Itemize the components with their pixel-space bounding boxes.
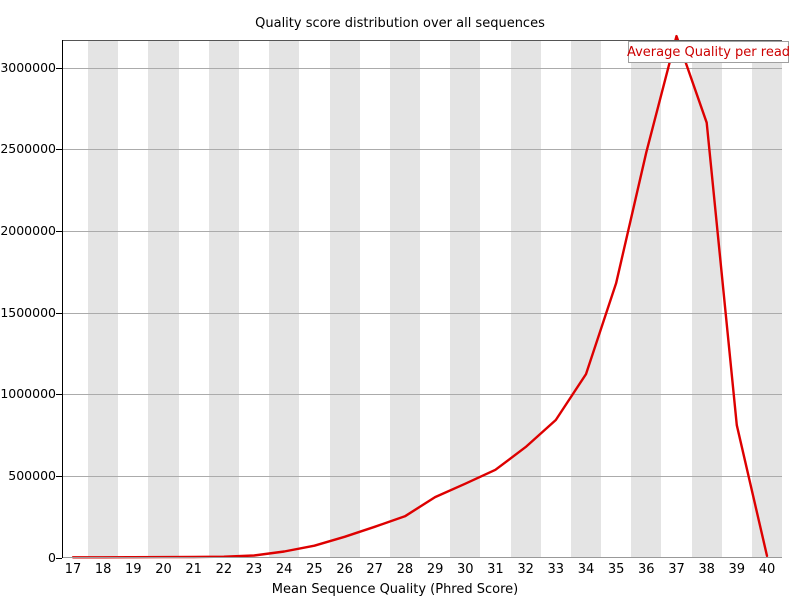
x-axis-tick-label: 39 [728,562,746,577]
x-axis-title: Mean Sequence Quality (Phred Score) [271,582,519,597]
x-axis-tick-label: 17 [64,562,82,577]
x-axis-tick-label: 35 [607,562,625,577]
x-axis-tick-label: 20 [155,562,172,577]
y-axis-tick-label: 1500000 [0,304,56,320]
plot-border-top [62,40,782,41]
y-axis-tick [56,475,62,477]
y-axis-tick [56,312,62,314]
background-band [450,40,481,558]
y-axis-tick-label: 500000 [8,467,56,483]
gridline [62,230,782,232]
quality-line [71,34,769,559]
x-axis-tick-label: 22 [215,562,233,577]
x-axis-tick-label: 32 [517,562,534,577]
x-axis-tick-label: 27 [366,562,383,577]
y-axis-tick-label: 2500000 [0,141,56,157]
y-axis-line [62,40,63,558]
background-band [208,40,239,558]
x-axis-tick-label: 23 [245,562,263,577]
x-axis-tick-label: 34 [577,562,595,577]
gridline [62,475,782,477]
x-axis-tick-label: 30 [457,562,474,577]
x-axis-tick-label: 26 [336,562,353,577]
x-axis-line [62,557,782,558]
background-band [329,40,360,558]
background-band [631,40,662,558]
y-axis-tick-label: 1000000 [0,386,56,402]
chart-title: Quality score distribution over all sequ… [255,16,545,31]
y-axis-tick-label: 0 [48,549,56,565]
gridline [62,149,782,151]
x-axis-tick-label: 19 [125,562,142,577]
gridline [62,67,782,69]
y-axis-tick [56,149,62,151]
x-axis-tick-label: 36 [638,562,655,577]
x-axis-tick-label: 18 [94,562,112,577]
x-axis-tick-label: 28 [396,562,414,577]
legend-box: Average Quality per read [626,41,791,63]
legend-label: Average Quality per read [626,44,791,60]
x-axis-tick-label: 37 [668,562,685,577]
line-layer [71,34,769,559]
gridline [62,394,782,396]
x-axis-tick-label: 31 [487,562,504,577]
background-band [148,40,179,558]
background-band [510,40,541,558]
x-axis-tick-label: 33 [547,562,565,577]
background-band [269,40,300,558]
background-band [88,40,119,558]
x-axis-tick-label: 21 [185,562,202,577]
y-axis-tick-label: 3000000 [0,59,56,75]
x-axis-tick-label: 38 [698,562,715,577]
x-axis-tick-label: 24 [275,562,293,577]
y-axis-tick [56,230,62,232]
y-axis-tick [56,557,62,559]
background-band [751,40,782,558]
plot-area [62,34,782,559]
x-axis-tick-label: 29 [426,562,444,577]
x-axis-tick-label: 40 [758,562,776,577]
background-band [389,40,420,558]
y-axis-tick [56,394,62,396]
x-axis-tick-label: 25 [306,562,323,577]
y-axis-tick-label: 2000000 [0,222,56,238]
background-band [570,40,602,558]
y-axis-tick [56,67,62,69]
gridline [62,312,782,314]
